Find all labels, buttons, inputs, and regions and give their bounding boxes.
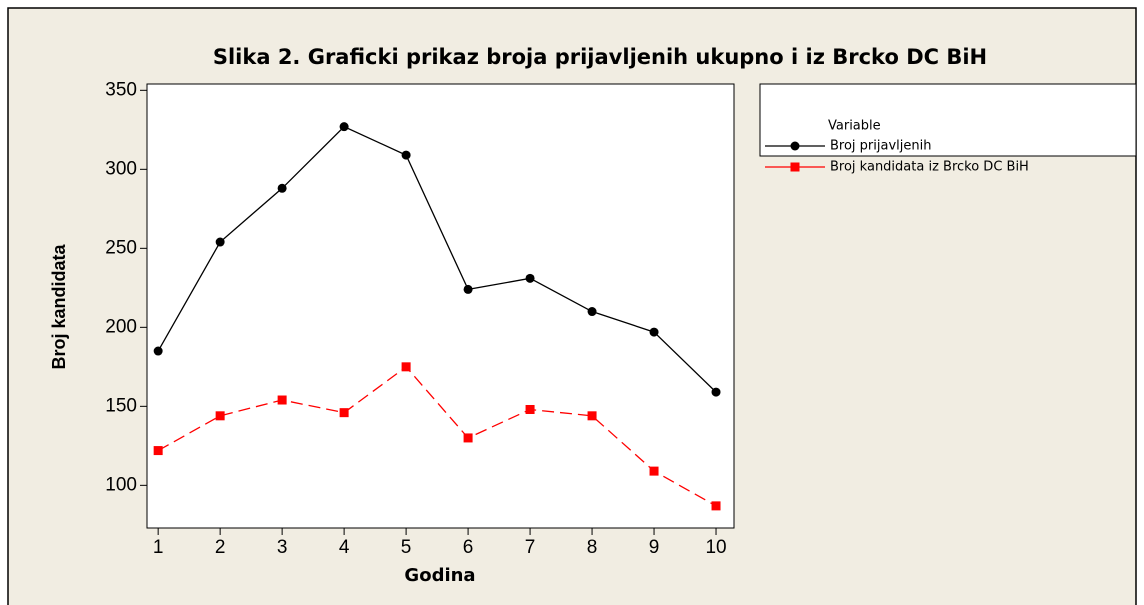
x-tick-label: 3 [277, 537, 288, 558]
marker [587, 411, 597, 421]
x-tick-label: 7 [525, 537, 536, 558]
y-tick-label: 150 [105, 395, 137, 416]
series-line [157, 125, 717, 393]
marker [649, 327, 659, 337]
marker [790, 162, 800, 172]
x-tick-label: 9 [649, 537, 660, 558]
marker [215, 411, 225, 421]
series-line [157, 365, 717, 507]
marker [277, 395, 287, 405]
legend-box [759, 83, 1137, 157]
x-tick-label: 8 [587, 537, 598, 558]
plot-area [146, 83, 735, 529]
marker [790, 141, 800, 151]
y-tick-label: 350 [105, 79, 137, 100]
marker [215, 237, 225, 247]
marker [463, 433, 473, 443]
y-tick-label: 100 [105, 474, 137, 495]
marker [153, 446, 163, 456]
legend-label: Broj prijavljenih [830, 139, 931, 154]
marker [339, 408, 349, 418]
y-tick-label: 300 [105, 158, 137, 179]
x-tick-label: 5 [401, 537, 412, 558]
y-tick-label: 250 [105, 237, 137, 258]
x-tick-label: 6 [463, 537, 474, 558]
marker [525, 273, 535, 283]
x-tick-label: 1 [153, 537, 164, 558]
marker [649, 466, 659, 476]
marker [153, 346, 163, 356]
y-axis-label: Broj kandidata [49, 244, 69, 370]
x-tick-label: 10 [705, 537, 726, 558]
marker [463, 284, 473, 294]
x-tick-label: 2 [215, 537, 226, 558]
legend-title: Variable [828, 119, 881, 134]
marker [711, 387, 721, 397]
chart-title: Slika 2. Graficki prikaz broja prijavlje… [213, 45, 987, 69]
marker [587, 307, 597, 317]
marker [339, 122, 349, 132]
marker [711, 501, 721, 511]
marker [277, 183, 287, 193]
legend-label: Broj kandidata iz Brcko DC BiH [830, 160, 1029, 175]
marker [401, 362, 411, 372]
marker [401, 150, 411, 160]
y-tick-label: 200 [105, 316, 137, 337]
marker [525, 404, 535, 414]
x-tick-label: 4 [339, 537, 350, 558]
x-axis-label: Godina [404, 565, 475, 586]
